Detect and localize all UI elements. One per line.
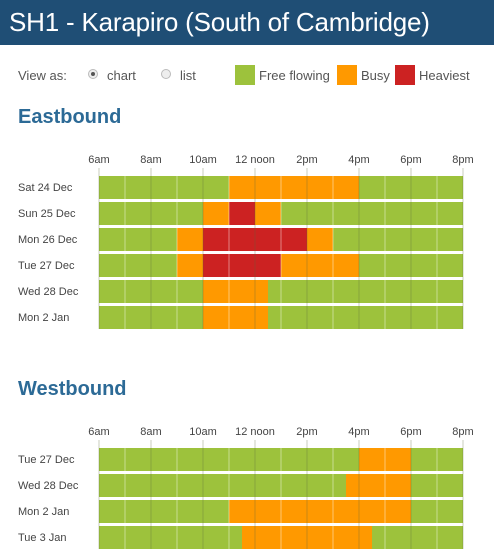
westbound-title: Westbound: [18, 378, 127, 400]
eastbound-x-tick-label: 12 noon: [235, 154, 275, 166]
westbound-x-tick-label: 10am: [189, 426, 217, 438]
eastbound-segment-busy: [177, 254, 203, 277]
eastbound-row-label: Mon 26 Dec: [18, 234, 78, 246]
eastbound-segment-free: [99, 228, 177, 251]
view-as-label: View as:: [18, 68, 67, 83]
westbound-x-tick-label: 12 noon: [235, 426, 275, 438]
eastbound-chart: 6am 8am 10am 12 noon 2pm 4pm 6pm 8pm Sat 24 Dec S…: [18, 154, 474, 329]
eastbound-segment-busy: [229, 176, 359, 199]
westbound-segment-busy: [346, 474, 411, 497]
westbound-x-tick-label: 4pm: [348, 426, 369, 438]
legend-swatch-free: [235, 65, 255, 85]
chart-controls: View as: chart list Free flowing Busy He…: [0, 60, 494, 90]
legend-label-heaviest: Heaviest: [419, 68, 470, 83]
eastbound-row-label: Sat 24 Dec: [18, 182, 73, 194]
eastbound-row-label: Mon 2 Jan: [18, 312, 69, 324]
westbound-x-tick-label: 6am: [88, 426, 109, 438]
westbound-segment-free: [99, 500, 229, 523]
eastbound-x-tick-label: 10am: [189, 154, 217, 166]
eastbound-segment-free: [281, 202, 463, 225]
westbound-row-label: Tue 3 Jan: [18, 532, 67, 544]
eastbound-x-tick-label: 6pm: [400, 154, 421, 166]
eastbound-segment-free: [268, 306, 463, 329]
eastbound-segment-busy: [255, 202, 281, 225]
list-option-label[interactable]: list: [180, 68, 196, 83]
westbound-x-tick-label: 6pm: [400, 426, 421, 438]
westbound-segment-busy: [229, 500, 411, 523]
eastbound-x-tick-label: 6am: [88, 154, 109, 166]
eastbound-segment-free: [333, 228, 463, 251]
westbound-x-tick-label: 2pm: [296, 426, 317, 438]
westbound-x-tick-label: 8am: [140, 426, 161, 438]
eastbound-row-label: Sun 25 Dec: [18, 208, 76, 220]
westbound-row-label: Wed 28 Dec: [18, 480, 79, 492]
eastbound-segment-free: [99, 254, 177, 277]
westbound-row-label: Tue 27 Dec: [18, 454, 75, 466]
eastbound-segment-busy: [203, 306, 268, 329]
chart-radio[interactable]: [88, 69, 98, 79]
title-bar: SH1 - Karapiro (South of Cambridge): [0, 0, 494, 45]
legend-label-busy: Busy: [361, 68, 390, 83]
eastbound-title: Eastbound: [18, 106, 122, 128]
eastbound-segment-busy: [203, 280, 268, 303]
westbound-x-tick-label: 8pm: [452, 426, 473, 438]
eastbound-segment-free: [99, 176, 229, 199]
eastbound-x-tick-label: 2pm: [296, 154, 317, 166]
legend-swatch-busy: [337, 65, 357, 85]
eastbound-segment-busy: [177, 228, 203, 251]
eastbound-segment-busy: [203, 202, 229, 225]
list-radio[interactable]: [161, 69, 171, 79]
westbound-chart: 6am 8am 10am 12 noon 2pm 4pm 6pm 8pm Tue 27 Dec W…: [18, 426, 474, 549]
page-title: SH1 - Karapiro (South of Cambridge): [9, 7, 430, 37]
eastbound-x-tick-label: 4pm: [348, 154, 369, 166]
eastbound-segment-heaviest: [203, 254, 281, 277]
westbound-segment-free: [99, 526, 242, 549]
westbound-segment-free: [372, 526, 463, 549]
eastbound-row-label: Tue 27 Dec: [18, 260, 75, 272]
eastbound-segment-heaviest: [229, 202, 255, 225]
legend-swatch-heaviest: [395, 65, 415, 85]
westbound-segment-free: [99, 474, 346, 497]
eastbound-x-tick-label: 8pm: [452, 154, 473, 166]
eastbound-segment-free: [268, 280, 463, 303]
chart-option-label[interactable]: chart: [107, 68, 136, 83]
westbound-row-label: Mon 2 Jan: [18, 506, 69, 518]
eastbound-row-label: Wed 28 Dec: [18, 286, 79, 298]
eastbound-segment-busy: [281, 254, 359, 277]
eastbound-x-tick-label: 8am: [140, 154, 161, 166]
legend-label-free: Free flowing: [259, 68, 330, 83]
eastbound-segment-busy: [307, 228, 333, 251]
